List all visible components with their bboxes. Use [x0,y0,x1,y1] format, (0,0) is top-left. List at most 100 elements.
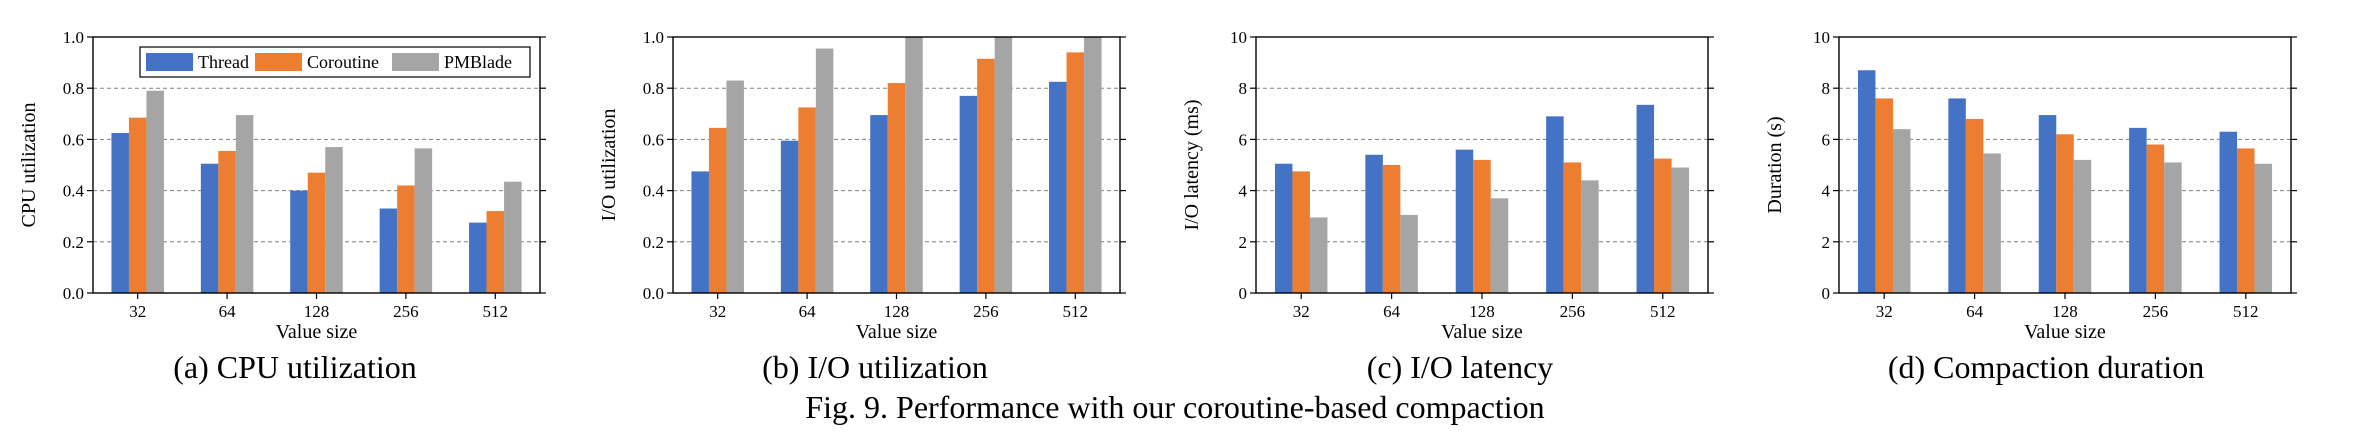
subfigure-caption: (a) CPU utilization [173,349,417,385]
bar [1292,171,1310,293]
x-tick-label: 256 [1560,302,1586,321]
y-tick-label: 0.0 [63,284,84,303]
subfigure-caption: (d) Compaction duration [1888,349,2204,385]
bar [1857,70,1876,293]
y-tick-label: 0 [1822,284,1831,303]
y-tick-label: 10 [1230,28,1247,47]
bar [1473,159,1491,293]
legend-swatch [255,53,302,71]
x-tick-label: 32 [1876,302,1893,321]
bar [887,83,906,293]
legend-swatch [146,53,193,71]
plot-frame [1255,36,1709,294]
bar [1490,198,1509,293]
x-tick-label: 128 [304,302,330,321]
bar [994,37,1013,293]
y-tick-label: 4 [1239,182,1248,201]
bar [798,107,816,294]
bar [870,115,888,293]
x-tick-label: 64 [219,302,237,321]
bar [235,115,254,293]
y-axis-label: CPU utilization [18,103,40,228]
bar [780,140,799,293]
bar [2164,162,2182,293]
y-tick-label: 10 [1813,28,1830,47]
bar [2129,127,2147,293]
bar [1546,116,1564,293]
bar [307,172,326,293]
bar [1365,154,1383,293]
bar [218,150,236,293]
x-tick-label: 512 [483,302,509,321]
bar [1084,37,1102,293]
bar [1671,167,1690,293]
bar [2219,131,2238,293]
plot-frame [672,36,1121,294]
chart-d: 0 2 4 6 8 10 32 64 128 256 512 Value size Duration (… [1764,28,2297,385]
y-axis-label: I/O utilization [598,109,620,222]
y-tick-label: 0.2 [63,233,84,252]
bar [815,48,834,293]
bar [379,208,398,293]
y-tick-label: 2 [1822,233,1831,252]
chart-a: 0.0 0.2 0.4 0.6 0.8 1.0 32 64 128 256 512 Value siz… [18,28,546,385]
bar [397,185,415,293]
bar [1382,165,1401,293]
figure-caption: Fig. 9. Performance with our coroutine-b… [805,389,1544,425]
y-tick-label: 2 [1239,233,1248,252]
bar [469,222,487,293]
bar [708,127,727,293]
y-tick-label: 0.8 [643,79,664,98]
x-tick-label: 256 [393,302,419,321]
bar [290,190,308,293]
x-tick-label: 128 [1469,302,1495,321]
bar [111,133,129,293]
plot-frame [1838,36,2292,294]
bar [1636,104,1655,293]
y-axis-label: Duration (s) [1764,116,1786,213]
bar [486,211,505,293]
bar [905,37,923,293]
bar [2254,163,2273,293]
bar [2146,144,2165,293]
bar [726,80,744,294]
plot-frame [92,36,541,294]
bar [1965,118,1984,293]
bar [1049,81,1067,293]
bar [2237,148,2255,293]
y-tick-label: 4 [1822,182,1831,201]
bar [2073,159,2092,293]
x-tick-label: 128 [2052,302,2078,321]
bar [1563,162,1582,293]
y-tick-label: 6 [1822,130,1831,149]
legend-label: Thread [198,52,249,72]
y-tick-label: 1.0 [643,28,664,47]
y-tick-label: 0.4 [63,182,85,201]
x-tick-label: 32 [1293,302,1310,321]
bar [691,171,709,293]
y-tick-label: 6 [1239,130,1248,149]
y-tick-label: 0.0 [643,284,664,303]
x-axis-label: Value size [2024,321,2106,343]
x-tick-label: 512 [1063,302,1089,321]
y-tick-label: 8 [1822,79,1831,98]
y-tick-label: 0.4 [643,182,665,201]
bar [504,181,522,293]
x-axis-label: Value size [856,321,938,343]
x-axis-label: Value size [276,321,358,343]
bar [977,58,995,294]
chart-c: 0 2 4 6 8 10 32 64 128 256 512 Value size I/O latenc… [1181,28,1714,385]
chart-b: 0.0 0.2 0.4 0.6 0.8 1.0 32 64 128 256 512 Value siz… [598,28,1126,385]
x-tick-label: 32 [129,302,146,321]
legend-box [139,46,531,78]
x-tick-label: 512 [2233,302,2259,321]
y-tick-label: 0 [1239,284,1248,303]
bar [146,90,164,293]
bar [959,95,978,293]
bar [1309,217,1328,293]
bar [2038,115,2057,293]
bar [1875,98,1893,293]
bar [1983,153,2001,293]
